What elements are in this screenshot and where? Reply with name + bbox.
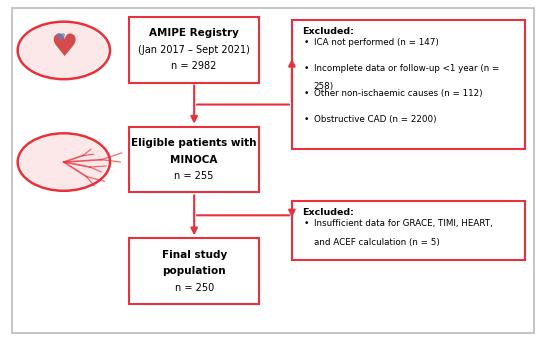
Text: •: • <box>304 64 309 73</box>
Text: Insufficient data for GRACE, TIMI, HEART,: Insufficient data for GRACE, TIMI, HEART… <box>314 219 492 228</box>
FancyBboxPatch shape <box>129 238 259 304</box>
FancyBboxPatch shape <box>292 20 525 149</box>
Text: Excluded:: Excluded: <box>301 208 354 217</box>
Text: Excluded:: Excluded: <box>301 27 354 36</box>
FancyBboxPatch shape <box>292 201 525 260</box>
Text: AMIPE Registry: AMIPE Registry <box>149 28 239 38</box>
Text: •: • <box>304 89 309 98</box>
FancyBboxPatch shape <box>12 8 534 333</box>
Text: ♥: ♥ <box>56 33 66 43</box>
Text: ICA not performed (n = 147): ICA not performed (n = 147) <box>314 38 438 47</box>
Text: •: • <box>304 219 309 228</box>
Text: MINOCA: MINOCA <box>170 154 218 164</box>
Text: Other non-ischaemic causes (n = 112): Other non-ischaemic causes (n = 112) <box>314 89 482 98</box>
Text: ♥: ♥ <box>50 32 78 61</box>
Text: Final study: Final study <box>162 250 227 260</box>
Text: •: • <box>304 38 309 47</box>
Text: n = 250: n = 250 <box>174 283 214 293</box>
FancyBboxPatch shape <box>129 127 259 192</box>
Text: and ACEF calculation (n = 5): and ACEF calculation (n = 5) <box>314 238 439 247</box>
Text: Incomplete data or follow-up <1 year (n =: Incomplete data or follow-up <1 year (n … <box>314 64 499 73</box>
Text: Eligible patients with: Eligible patients with <box>131 138 257 148</box>
FancyBboxPatch shape <box>129 17 259 83</box>
Text: population: population <box>162 266 226 276</box>
Text: •: • <box>304 115 309 124</box>
Circle shape <box>20 23 108 78</box>
Text: Obstructive CAD (n = 2200): Obstructive CAD (n = 2200) <box>314 115 436 124</box>
Text: n = 2982: n = 2982 <box>172 61 217 71</box>
Circle shape <box>20 135 108 189</box>
Text: (Jan 2017 – Sept 2021): (Jan 2017 – Sept 2021) <box>138 45 250 55</box>
Text: 258): 258) <box>314 83 334 91</box>
Text: n = 255: n = 255 <box>174 171 214 181</box>
